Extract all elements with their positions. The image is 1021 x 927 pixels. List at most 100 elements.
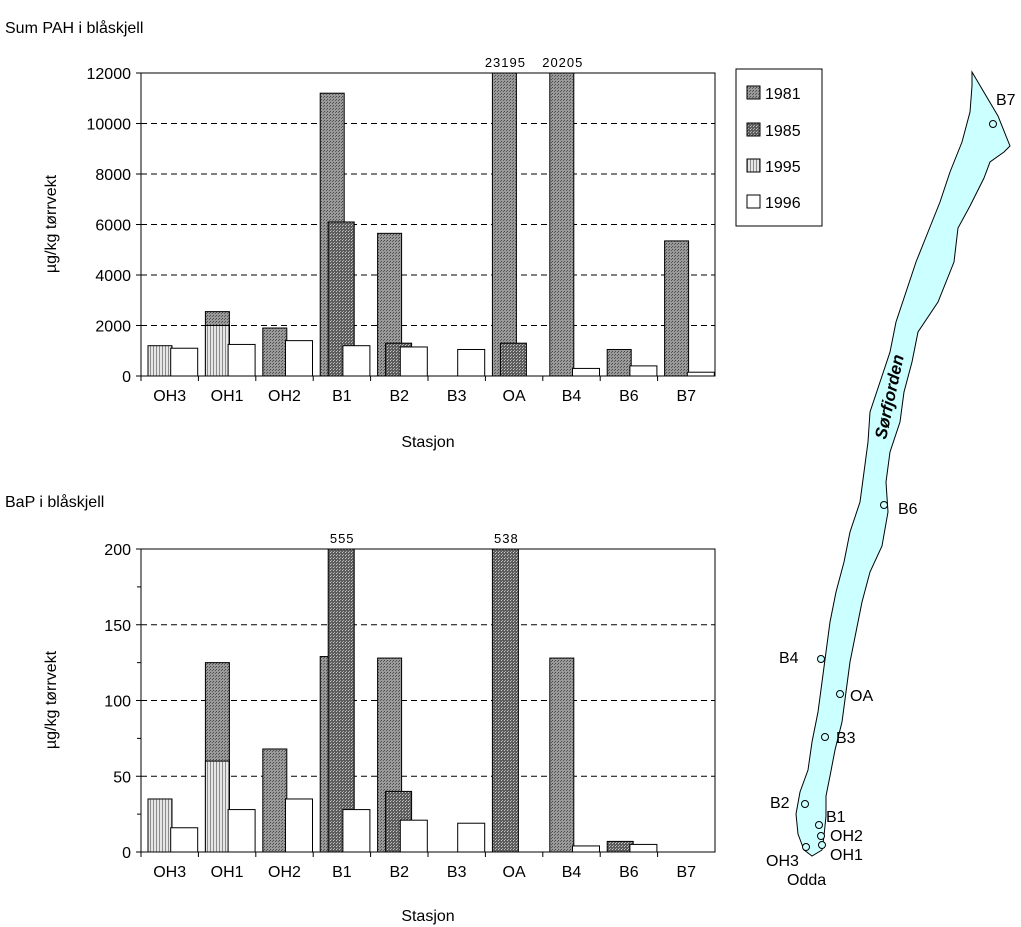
gridlines — [141, 123, 715, 326]
bar-1985-OA — [491, 548, 519, 853]
bar-1996-B1 — [342, 809, 371, 853]
bar-1981-B6 — [606, 348, 632, 377]
station-label: B4 — [779, 650, 799, 667]
station-marker — [818, 841, 826, 849]
bar-1996-B6 — [629, 365, 658, 377]
legend: 1981 1985 1995 1996 — [735, 68, 823, 227]
legend-swatch-1985 — [746, 122, 761, 137]
station-marker — [802, 843, 810, 851]
x-ticks: OH3 OH1 OH2 B1 B2 B3 OA B4 B6 B7 — [140, 376, 697, 405]
x-tick-label: OH2 — [268, 864, 301, 881]
y-tick-label: 10000 — [87, 117, 132, 134]
x-tick-label: OH1 — [211, 388, 244, 405]
x-ticks: OH3 OH1 OH2 B1 B2 B3 OA B4 B6 B7 — [140, 852, 697, 881]
x-axis-label: Stasjon — [401, 434, 454, 451]
bar-1981-B7 — [664, 240, 690, 377]
station-marker — [815, 821, 823, 829]
y-axis-label: µg/kg tørrvekt — [43, 650, 60, 749]
x-tick-label: OH3 — [153, 388, 186, 405]
bars — [147, 548, 658, 853]
gridlines — [137, 586, 715, 815]
station-marker — [801, 800, 809, 808]
x-tick-label: OH2 — [268, 388, 301, 405]
y-ticks: 0 50 100 150 200 — [104, 542, 141, 862]
bar-1995-OH1 — [204, 325, 230, 377]
y-tick-label: 8000 — [95, 167, 131, 184]
bar-1996-OH1 — [227, 343, 256, 377]
station-marker — [880, 501, 888, 509]
legend-label-1996: 1996 — [765, 195, 801, 212]
x-axis-label: Stasjon — [401, 908, 454, 925]
data-labels: 23195 20205 — [485, 55, 583, 70]
x-tick-label: B7 — [677, 864, 697, 881]
bar-1996-OH3 — [170, 827, 199, 853]
x-tick-label: B6 — [619, 388, 639, 405]
y-tick-label: 100 — [104, 694, 131, 711]
x-tick-label: B3 — [447, 864, 467, 881]
bar-1981-OA — [491, 72, 517, 377]
bar-1981-OH2 — [262, 327, 288, 377]
station-label: OH2 — [830, 828, 863, 845]
map-stations: B7 B6 B4 OA B3 B2 B1 OH2 OH1 OH3 — [766, 92, 1016, 870]
bar-1996-B7 — [686, 371, 715, 377]
station-marker — [836, 690, 844, 698]
fjord-water — [795, 70, 1011, 857]
x-tick-label: B3 — [447, 388, 467, 405]
station-label: B1 — [826, 809, 846, 826]
bar-1985-B1 — [327, 548, 355, 853]
station-label: B3 — [836, 730, 856, 747]
station-label: OH3 — [766, 853, 799, 870]
bar-1996-B6 — [629, 843, 658, 853]
legend-swatch-1981 — [746, 85, 761, 100]
y-ticks: 0 2000 4000 6000 8000 10000 12000 — [87, 66, 141, 386]
data-label: 555 — [330, 531, 355, 546]
legend-swatch-1995 — [746, 158, 761, 173]
x-tick-label: B2 — [390, 388, 410, 405]
x-tick-label: OA — [503, 864, 526, 881]
y-tick-label: 4000 — [95, 268, 131, 285]
bar-1995-OH3 — [147, 345, 173, 377]
station-label: OA — [850, 688, 873, 705]
station-marker — [817, 832, 825, 840]
y-tick-label: 150 — [104, 618, 131, 635]
bar-1996-B2 — [399, 819, 428, 853]
y-axis-label: µg/kg tørrvekt — [43, 174, 60, 273]
bar-1996-B1 — [342, 345, 371, 377]
sum-pah-chart: Sum PAH i blåskjell 0 2000 4000 6000 8000 100… — [5, 19, 716, 451]
x-tick-label: B6 — [619, 864, 639, 881]
bar-1996-OH1 — [227, 809, 256, 853]
station-marker — [817, 655, 825, 663]
x-tick-label: B1 — [332, 388, 352, 405]
bar-1996-B3 — [457, 822, 486, 853]
bar-1981-B4 — [549, 657, 575, 853]
bar-1996-OH3 — [170, 347, 199, 377]
y-tick-label: 6000 — [95, 218, 131, 235]
bar-1981-OH2 — [262, 748, 288, 853]
bar-1996-OH2 — [285, 340, 313, 377]
bar-1995-OH1 — [204, 760, 230, 853]
bar-1985-OA — [499, 342, 527, 377]
legend-label-1985: 1985 — [765, 123, 801, 140]
x-tick-label: B7 — [677, 388, 697, 405]
bap-chart: BaP i blåskjell 0 50 100 150 200 OH3 OH1 OH2 B1… — [5, 493, 716, 925]
x-tick-label: OA — [503, 388, 526, 405]
y-tick-label: 0 — [122, 369, 131, 386]
x-tick-label: OH1 — [211, 864, 244, 881]
y-tick-label: 2000 — [95, 319, 131, 336]
data-label: 23195 — [485, 55, 526, 70]
station-marker — [989, 120, 997, 128]
station-label: B2 — [770, 795, 790, 812]
station-label: B6 — [898, 501, 918, 518]
chart-title: Sum PAH i blåskjell — [5, 19, 143, 37]
bar-1996-B2 — [399, 346, 428, 377]
y-tick-label: 12000 — [87, 66, 132, 83]
bar-1996-B4 — [572, 367, 600, 377]
data-label: 538 — [494, 531, 519, 546]
bars — [147, 72, 715, 377]
y-tick-label: 0 — [122, 845, 131, 862]
chart-title: BaP i blåskjell — [5, 493, 104, 511]
bar-1985-B6 — [606, 840, 634, 853]
station-marker — [821, 733, 829, 741]
legend-label-1981: 1981 — [765, 86, 801, 103]
